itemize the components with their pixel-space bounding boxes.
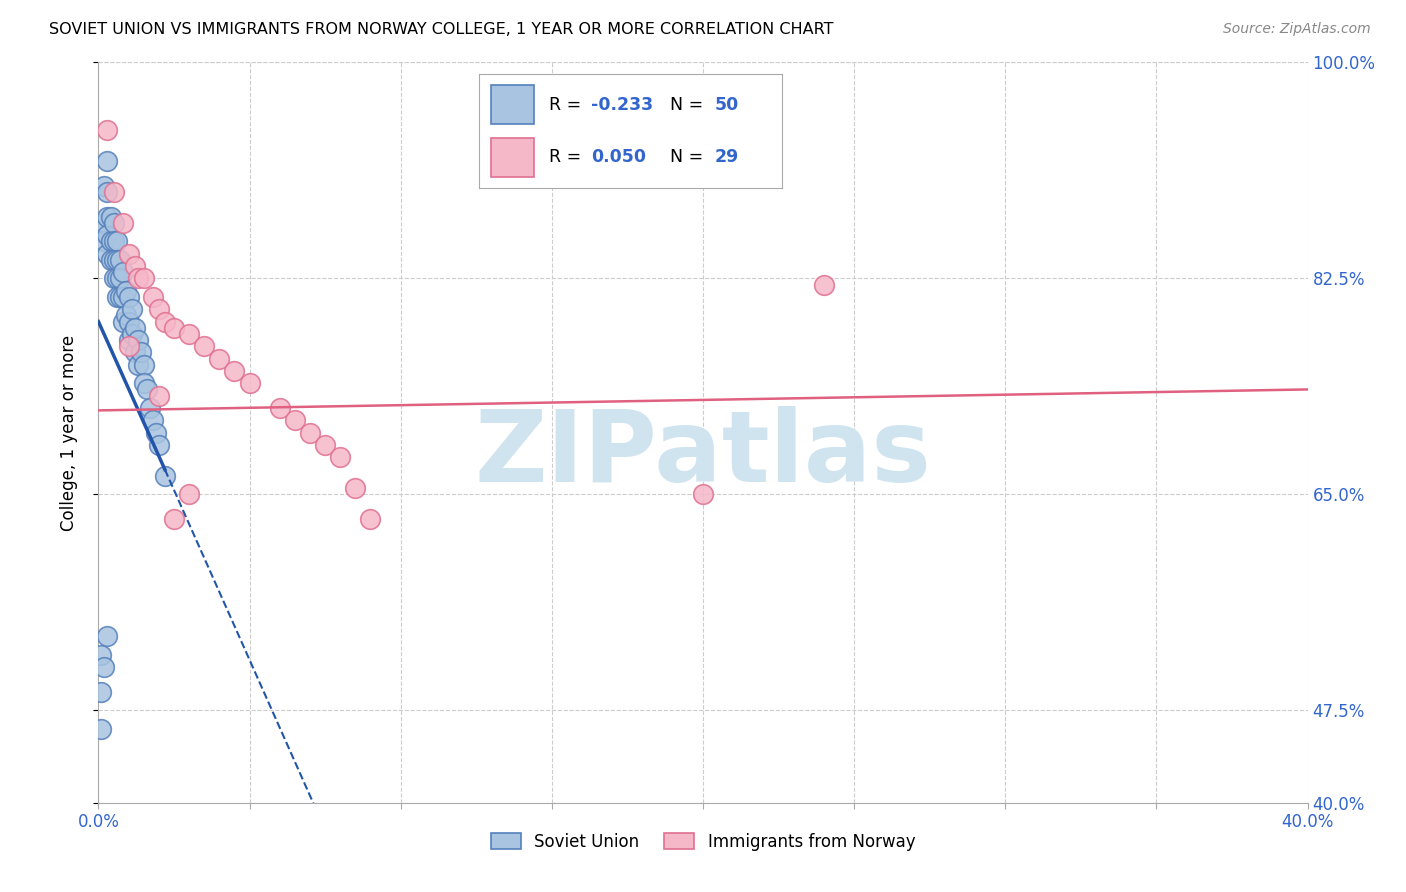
- Point: [90, 722, 112, 736]
- Point: [111, 314, 134, 328]
- Text: ZIPatlas: ZIPatlas: [475, 407, 931, 503]
- Point: [103, 185, 125, 199]
- Point: [96, 629, 118, 643]
- Point: [299, 425, 322, 440]
- Point: [132, 358, 155, 372]
- Point: [145, 425, 167, 440]
- Point: [193, 339, 215, 353]
- Point: [100, 252, 122, 267]
- Point: [111, 290, 134, 304]
- Point: [118, 246, 141, 260]
- Point: [121, 302, 143, 317]
- Point: [105, 252, 128, 267]
- Point: [108, 271, 131, 285]
- Point: [114, 284, 136, 298]
- Point: [108, 252, 131, 267]
- Point: [103, 216, 125, 230]
- Point: [153, 468, 176, 483]
- Point: [360, 512, 382, 526]
- Text: Source: ZipAtlas.com: Source: ZipAtlas.com: [1223, 22, 1371, 37]
- Point: [142, 290, 165, 304]
- Point: [148, 302, 170, 317]
- Point: [96, 246, 118, 260]
- Point: [121, 326, 143, 341]
- Point: [93, 216, 115, 230]
- Point: [129, 345, 152, 359]
- Point: [93, 660, 115, 674]
- Point: [111, 216, 134, 230]
- Point: [90, 648, 112, 662]
- Point: [111, 265, 134, 279]
- Point: [96, 185, 118, 199]
- Point: [148, 438, 170, 452]
- Point: [135, 383, 157, 397]
- Point: [139, 401, 162, 415]
- Point: [813, 277, 835, 292]
- Point: [118, 314, 141, 328]
- Point: [90, 685, 112, 699]
- Point: [105, 271, 128, 285]
- Point: [93, 178, 115, 193]
- Point: [153, 314, 176, 328]
- Y-axis label: College, 1 year or more: College, 1 year or more: [59, 334, 77, 531]
- Point: [93, 235, 115, 249]
- Point: [100, 235, 122, 249]
- Point: [329, 450, 352, 465]
- Point: [96, 123, 118, 137]
- Point: [163, 512, 186, 526]
- Point: [124, 345, 146, 359]
- Point: [124, 259, 146, 273]
- Point: [103, 235, 125, 249]
- Point: [132, 376, 155, 391]
- Point: [118, 339, 141, 353]
- Point: [127, 333, 149, 347]
- Point: [179, 326, 201, 341]
- Point: [127, 271, 149, 285]
- Point: [96, 210, 118, 224]
- Point: [179, 487, 201, 501]
- Point: [100, 210, 122, 224]
- Point: [114, 309, 136, 323]
- Point: [314, 438, 336, 452]
- Point: [103, 271, 125, 285]
- Point: [118, 290, 141, 304]
- Point: [96, 228, 118, 243]
- Point: [284, 413, 307, 427]
- Point: [96, 154, 118, 169]
- Point: [692, 487, 714, 501]
- Legend: Soviet Union, Immigrants from Norway: Soviet Union, Immigrants from Norway: [484, 826, 922, 857]
- Point: [105, 235, 128, 249]
- Text: SOVIET UNION VS IMMIGRANTS FROM NORWAY COLLEGE, 1 YEAR OR MORE CORRELATION CHART: SOVIET UNION VS IMMIGRANTS FROM NORWAY C…: [49, 22, 834, 37]
- Point: [148, 389, 170, 403]
- Point: [344, 481, 367, 495]
- Point: [118, 333, 141, 347]
- Point: [269, 401, 291, 415]
- Point: [132, 271, 155, 285]
- Point: [127, 358, 149, 372]
- Point: [103, 252, 125, 267]
- Point: [163, 320, 186, 334]
- Point: [239, 376, 262, 391]
- Point: [124, 320, 146, 334]
- Point: [105, 290, 128, 304]
- Point: [108, 290, 131, 304]
- Point: [142, 413, 165, 427]
- Point: [224, 364, 246, 378]
- Point: [208, 351, 231, 366]
